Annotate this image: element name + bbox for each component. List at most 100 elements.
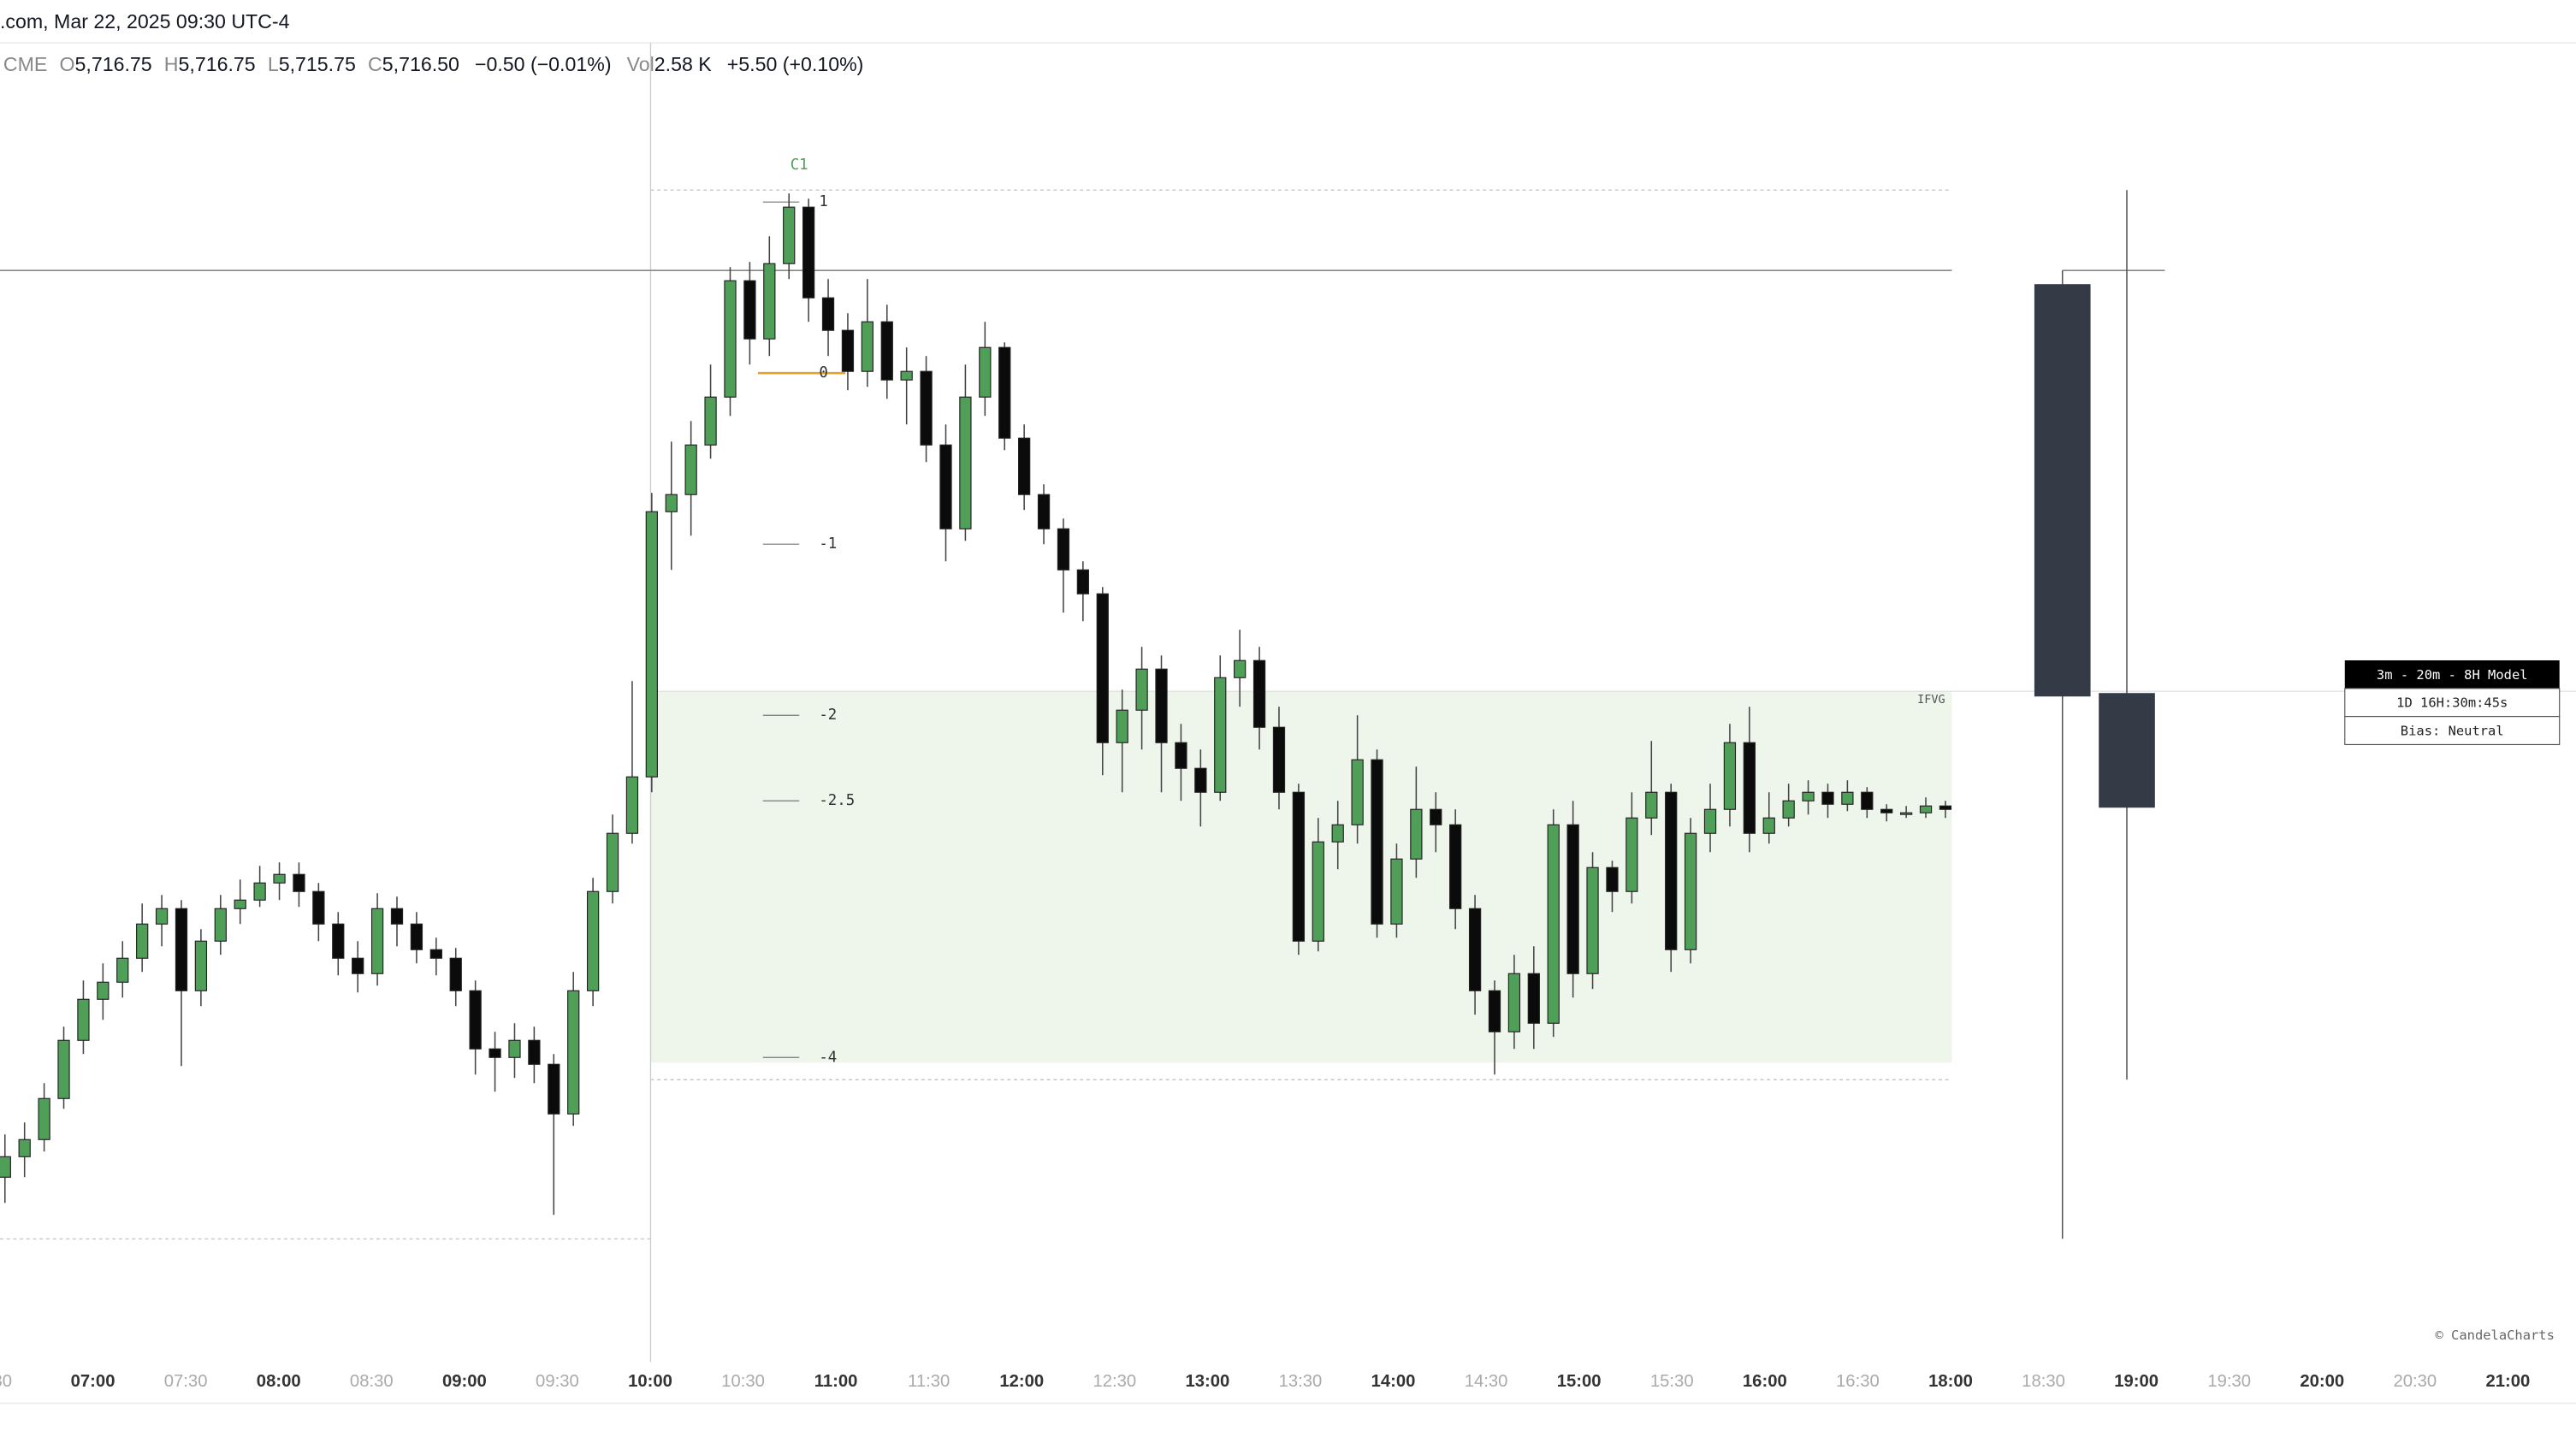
ohlc-legend: CME O5,716.75 H5,716.75 L5,715.75 C5,716… [3,53,864,75]
x-tick-label: :30 [0,1372,12,1391]
x-tick-label: 16:00 [1743,1372,1787,1391]
l-value: 5,715.75 [279,53,356,75]
candle-body [1390,858,1403,925]
candle-body [1076,569,1090,594]
fib-level-label: -2 [819,707,837,724]
x-tick-label: 14:30 [1465,1372,1508,1391]
x-tick-label: 20:30 [2393,1372,2437,1391]
candle-body [1057,528,1070,571]
candle-body [18,1138,31,1157]
candle-body [1292,791,1306,942]
candle-body [1841,791,1854,805]
candle-body [136,923,149,959]
x-tick-label: 15:30 [1650,1372,1694,1391]
candle-body [1135,668,1148,711]
x-tick-label: 11:30 [908,1372,950,1391]
candle-body [449,957,462,991]
candle-body [97,981,110,1000]
candle-body [429,949,442,959]
candle-body [1410,808,1423,860]
candle-body [1665,791,1678,950]
candle-body [1802,791,1815,801]
candle-body [469,990,482,1050]
fib-level-label: -4 [819,1049,837,1066]
candle-body [390,908,404,925]
candle-body [1723,742,1737,810]
x-tick-label: 13:00 [1186,1372,1230,1391]
candle-body [1899,812,1913,815]
candle-body [1821,791,1834,805]
x-tick-label: 21:00 [2485,1372,2530,1391]
candle-body [293,873,305,892]
candle-body [920,370,933,446]
vol-value: 2.58 K [654,53,713,75]
info-bias: Bias: Neutral [2401,724,2504,739]
candle-body [1507,973,1521,1032]
exchange: CME [3,53,47,75]
candle-body [959,396,972,529]
candle-body [508,1039,521,1058]
vol-change: +5.50 (+0.10%) [727,53,864,75]
candle-body [939,444,952,529]
zone-label: IFVG [1917,693,1945,707]
candle-body [1037,494,1051,529]
fib-level-label: -2.5 [819,792,855,809]
candle-body [352,957,364,974]
candle-body [1272,726,1286,793]
candle-body [998,346,1011,439]
candle-body [802,206,815,299]
candle-body [253,882,266,901]
candle-body [606,832,619,892]
info-title-bg [2344,660,2560,689]
fib-level-label: 1 [819,193,827,210]
x-tick-label: 10:30 [721,1372,765,1391]
x-tick-label: 08:30 [350,1372,394,1391]
x-tick-label: 13:30 [1279,1372,1323,1391]
candle-body [900,370,913,381]
candle-body [194,940,208,991]
candle-body [528,1039,541,1065]
candle-body [1468,908,1482,991]
candle-body [57,1039,70,1099]
info-timer: 1D 16H:30m:45s [2396,695,2508,711]
candle-body [1312,841,1324,942]
candle-body [1488,990,1501,1032]
candle-body [841,329,855,372]
htf-body [2034,284,2091,697]
candle-body [370,908,384,974]
candle-body [684,444,697,495]
candle-body [38,1097,50,1140]
o-label: O [59,53,74,75]
candle-body [1861,791,1874,810]
candle-body [763,263,776,340]
candle-body [155,908,169,925]
candle-body [1547,824,1560,1024]
info-title: 3m - 20m - 8H Model [2377,667,2528,683]
candle-body [567,990,580,1115]
symbol-title: .com, Mar 22, 2025 09:30 UTC-4 [0,10,290,33]
candle-body [704,396,717,446]
l-label: L [268,53,279,75]
candle-body [1234,659,1247,678]
candle-body [1449,824,1462,909]
info-timer-bg [2344,688,2561,718]
candle-body [1880,808,1893,813]
candle-body [880,321,893,381]
candle-body [273,873,286,884]
candle-body [783,206,796,264]
candle-body [1703,808,1717,834]
plot-area: IFVG C1 1 0 -1 -2 -2.5 -4 [0,43,2576,1363]
info-box: 3m - 20m - 8H Model 1D 16H:30m:45s Bias:… [2344,660,2561,746]
candle-body [1155,668,1168,743]
candle-body [77,998,90,1041]
x-tick-label: 18:00 [1928,1372,1973,1391]
x-tick-label: 19:00 [2114,1372,2159,1391]
candle-body [1586,866,1599,974]
vol-label: Vol [627,53,654,75]
candle-body [548,1063,560,1115]
candle-body [1684,832,1697,950]
candle-body [861,321,873,372]
candle-body [332,923,345,959]
x-tick-label: 07:00 [71,1372,115,1391]
x-tick-label: 12:00 [999,1372,1044,1391]
